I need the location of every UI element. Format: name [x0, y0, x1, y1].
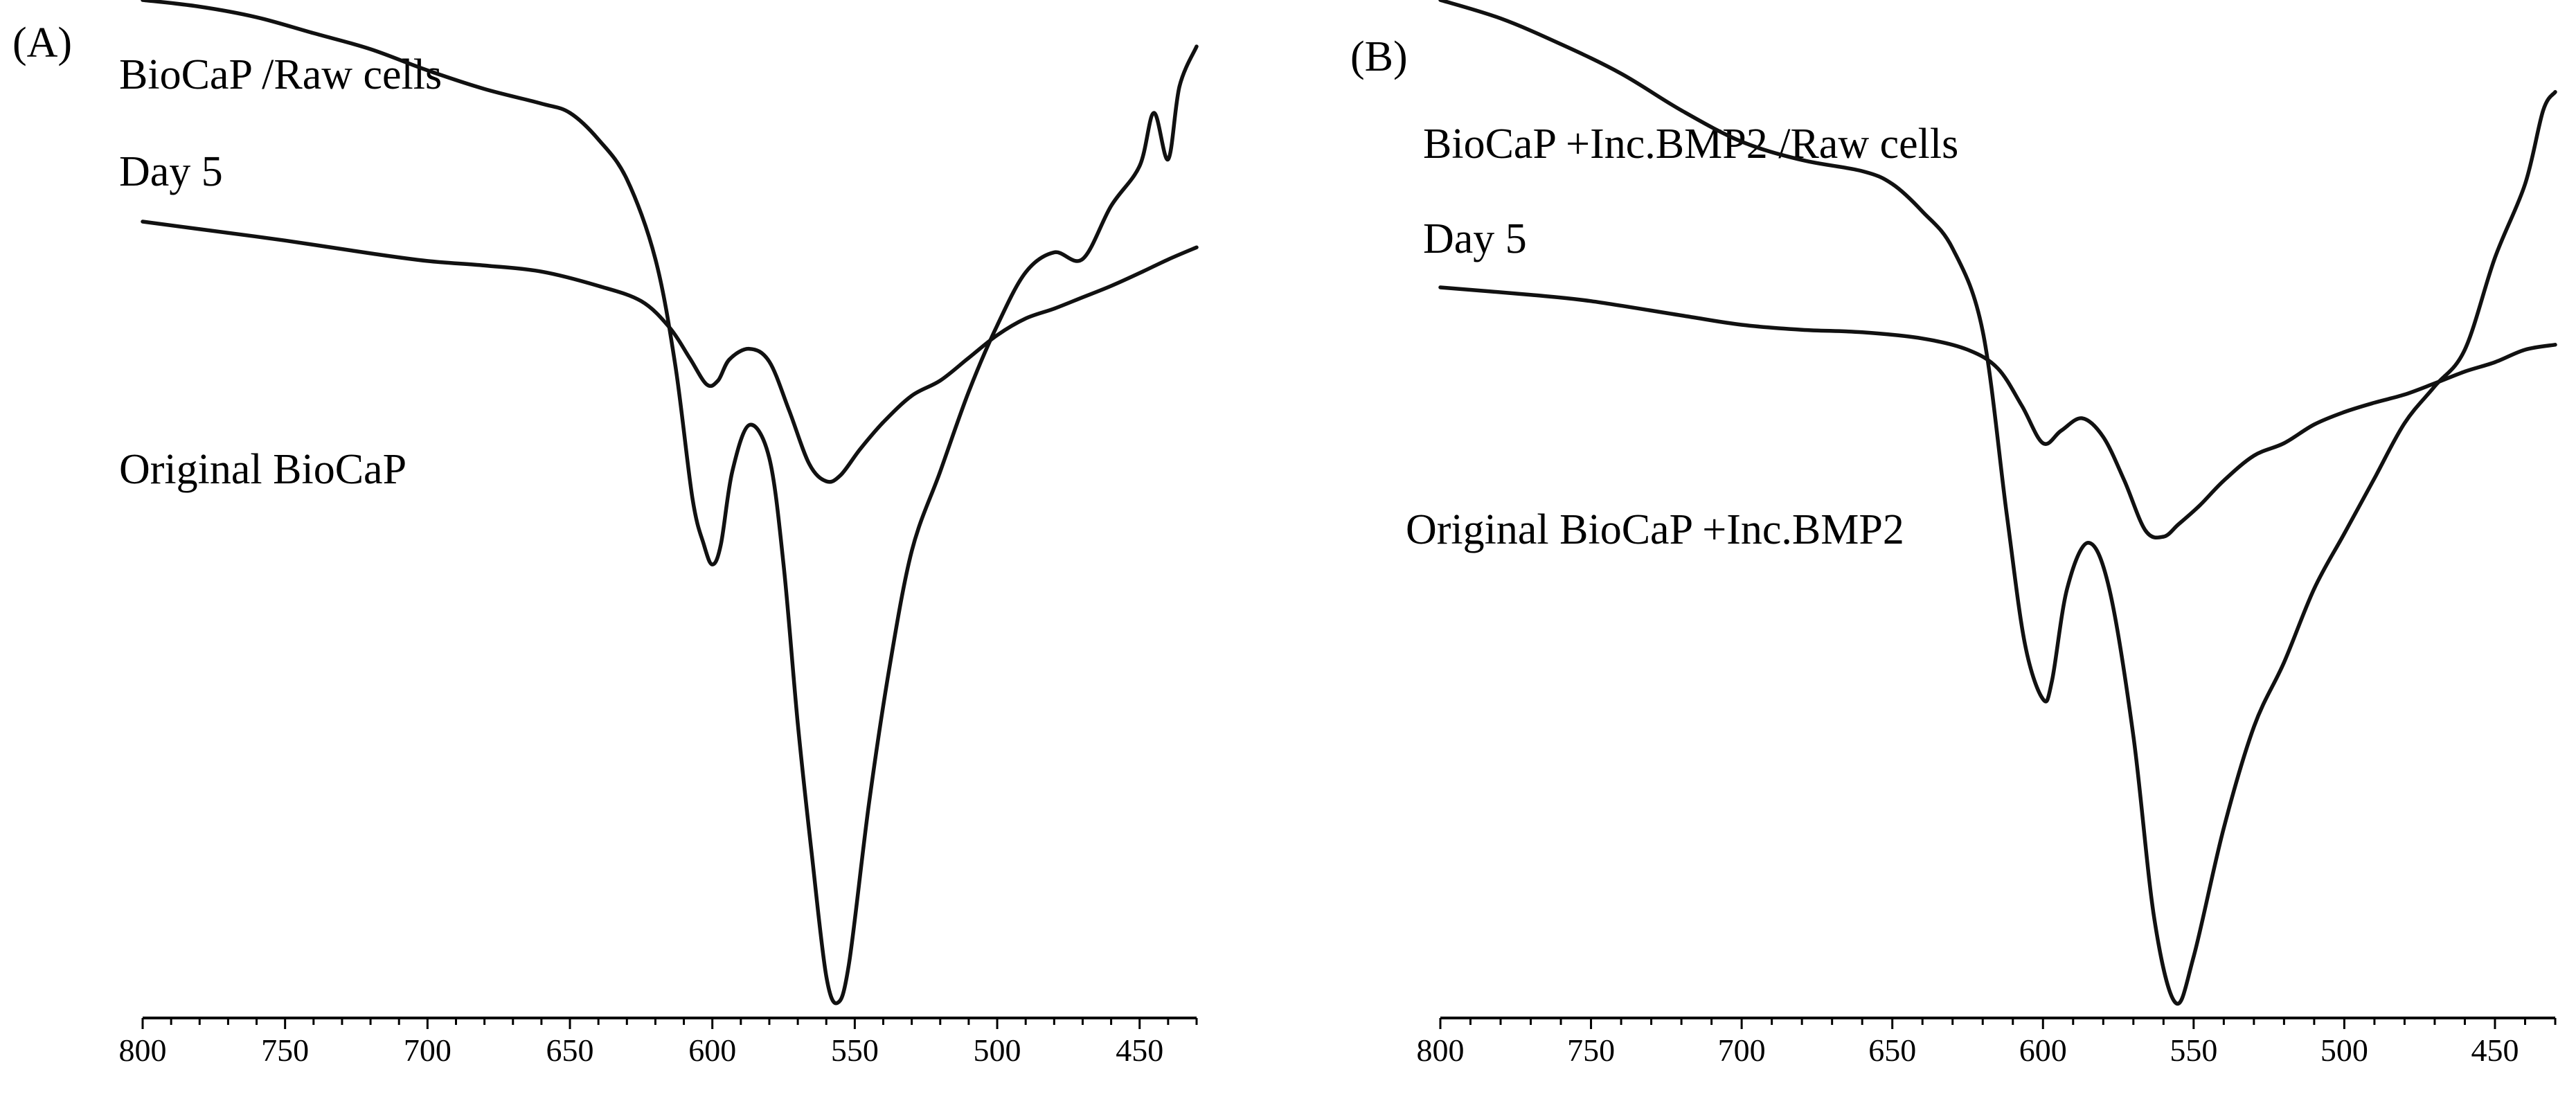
series-label-a-bottom: Original BioCaP	[119, 446, 406, 493]
x-axis-ticks-b: 800 750 700 650 600 550 500 450	[1417, 1018, 2556, 1068]
x-axis-ticks-a: 800 750 700 650 600 550 500 450	[119, 1018, 1197, 1068]
x-tick-label: 700	[1718, 1033, 1766, 1068]
spectrum-curve-a-bottom	[143, 0, 1197, 1003]
panel-label-b: (B)	[1350, 33, 1408, 80]
x-tick-label: 650	[546, 1033, 594, 1068]
panel-a: (A) BioCaP /Raw cells Day 5 Original Bio…	[12, 0, 1197, 1068]
series-subtitle-b-top: Day 5	[1423, 215, 1527, 262]
panel-b: (B) BioCaP +Inc.BMP2 /Raw cells Day 5 Or…	[1350, 0, 2555, 1068]
series-subtitle-a-top: Day 5	[119, 148, 223, 195]
x-tick-label: 750	[1567, 1033, 1615, 1068]
x-tick-label: 500	[974, 1033, 1021, 1068]
spectrum-curve-b-top	[1440, 287, 2555, 537]
series-label-b-bottom: Original BioCaP +Inc.BMP2	[1406, 506, 1904, 553]
x-tick-label: 450	[1116, 1033, 1163, 1068]
x-tick-label: 600	[2019, 1033, 2067, 1068]
x-tick-label: 550	[2170, 1033, 2217, 1068]
x-tick-label: 550	[831, 1033, 879, 1068]
series-label-b-top: BioCaP +Inc.BMP2 /Raw cells	[1423, 120, 1958, 168]
x-tick-label: 500	[2320, 1033, 2368, 1068]
x-tick-label: 700	[404, 1033, 451, 1068]
x-tick-label: 800	[119, 1033, 167, 1068]
x-tick-label: 450	[2471, 1033, 2519, 1068]
panel-label-a: (A)	[12, 19, 72, 66]
x-tick-label: 600	[688, 1033, 736, 1068]
x-tick-label: 800	[1417, 1033, 1465, 1068]
x-tick-label: 650	[1868, 1033, 1916, 1068]
x-tick-label: 750	[261, 1033, 309, 1068]
